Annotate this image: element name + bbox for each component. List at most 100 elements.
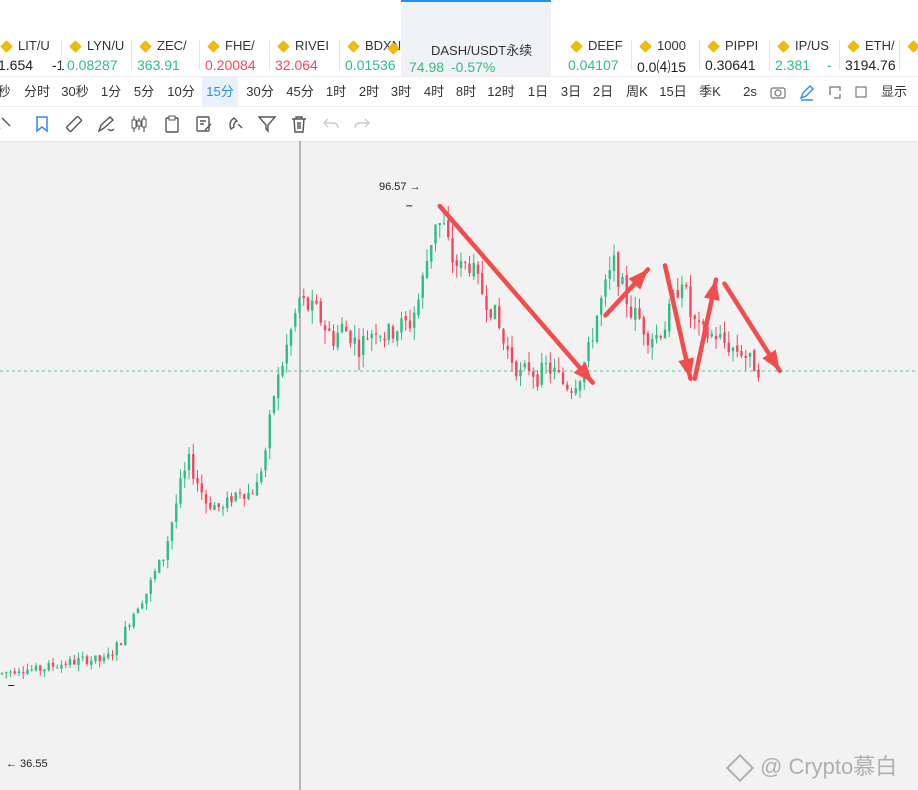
candle-body (0, 672, 4, 674)
candle-body (39, 665, 42, 671)
redo-icon[interactable] (352, 114, 372, 134)
candle-body (702, 321, 705, 325)
ruler-icon[interactable] (64, 114, 84, 134)
candle-body (544, 362, 548, 364)
interval-tab[interactable]: 1分 (100, 84, 122, 99)
ticker-item[interactable]: BDXN 0.01536 (345, 0, 403, 76)
coin-icon (777, 40, 790, 53)
edit-note-icon[interactable] (194, 114, 214, 134)
candle-body (753, 350, 756, 372)
candle-body (200, 483, 203, 493)
ticker-item[interactable]: LYN/U 0.08287 (67, 0, 131, 76)
ticker-item[interactable]: LIT/U 1.654 -1 (0, 0, 64, 76)
window-icon[interactable] (826, 83, 844, 101)
candle-body (60, 664, 63, 669)
interval-tab[interactable]: 周K (626, 84, 648, 99)
interval-tab[interactable]: 10分 (167, 84, 195, 99)
annotation-arrowhead (573, 362, 593, 383)
candle-body (90, 660, 93, 665)
fullscreen-icon[interactable] (852, 83, 870, 101)
interval-tab[interactable]: 12时 (487, 84, 515, 99)
candlestick-icon[interactable] (129, 114, 149, 134)
coin-icon (69, 40, 82, 53)
interval-tab[interactable]: 2日 (592, 84, 614, 99)
magnet-icon[interactable] (226, 114, 246, 134)
candle-body (311, 300, 314, 311)
ticker-item[interactable]: PIPPI 0.30641 (705, 0, 767, 76)
candle-body (744, 355, 747, 358)
interval-tab[interactable]: 15分 (202, 77, 238, 107)
candle-body (230, 496, 233, 503)
interval-tab[interactable]: 15日 (659, 84, 687, 99)
ticker-item[interactable]: DEEF 0.04107 (568, 0, 630, 76)
clipboard-icon[interactable] (162, 114, 182, 134)
interval-tab[interactable]: 4时 (423, 84, 445, 99)
ticker-name: RIVEI (295, 38, 329, 53)
display-button[interactable]: 显示 (880, 84, 907, 99)
ticker-item[interactable]: 1000 0.0⑷15 (637, 0, 699, 76)
candle-body (153, 571, 157, 580)
candle-body (349, 330, 352, 344)
candle-body (94, 655, 97, 662)
refresh-rate[interactable]: 2s (743, 84, 757, 99)
ticker-separator (839, 40, 840, 70)
interval-tab[interactable]: 30分 (246, 84, 274, 99)
interval-tab[interactable]: 秒 (0, 84, 11, 99)
candle-body (617, 252, 620, 287)
candle-body (515, 361, 518, 377)
bookmark-icon[interactable] (33, 114, 53, 134)
ticker-item[interactable]: ETH/3194.76 (845, 0, 903, 76)
candle-body (434, 224, 437, 244)
pin-icon[interactable] (0, 114, 14, 134)
interval-tab[interactable]: 5分 (133, 84, 155, 99)
drawing-toolbar (0, 106, 918, 142)
pencil-icon[interactable] (96, 114, 116, 134)
coin-icon (0, 40, 13, 53)
interval-tab[interactable]: 2时 (358, 84, 380, 99)
candle-body (608, 270, 611, 279)
interval-tab[interactable]: 1日 (527, 84, 549, 99)
interval-tab[interactable]: 分时 (23, 84, 50, 99)
interval-tab[interactable]: 季K (699, 84, 721, 99)
candle-body (183, 470, 186, 479)
camera-icon[interactable] (769, 83, 787, 101)
candle-body (646, 333, 650, 346)
candle-body (438, 223, 441, 225)
candle-body (124, 626, 127, 645)
candlestick-chart[interactable] (0, 141, 918, 790)
coin-icon (907, 40, 918, 53)
ticker-item[interactable]: IP/US 2.381- (775, 0, 837, 76)
ticker-separator (199, 40, 200, 70)
candle-body (731, 347, 735, 352)
ticker-item[interactable]: DASH/USDT永续 74.98 -0.57% (387, 0, 551, 76)
interval-tab[interactable]: 1时 (325, 84, 347, 99)
filter-icon[interactable] (257, 114, 277, 134)
candle-body (413, 312, 416, 328)
ticker-separator (899, 40, 900, 70)
candle-body (5, 672, 8, 674)
ticker-item[interactable]: ZEC/363.91 (137, 0, 199, 76)
interval-tab[interactable]: 3时 (390, 84, 412, 99)
ticker-item[interactable] (905, 0, 918, 76)
interval-tab[interactable]: 8时 (455, 84, 477, 99)
draw-icon[interactable] (798, 83, 816, 101)
trash-icon[interactable] (289, 114, 309, 134)
interval-tab[interactable]: 30秒 (61, 84, 89, 99)
candle-body (451, 238, 454, 263)
candle-body (281, 365, 284, 376)
interval-tab[interactable]: 45分 (286, 84, 314, 99)
ticker-item[interactable]: FHE/0.20084 (205, 0, 269, 76)
ticker-price: 0.04107 (568, 57, 619, 73)
candle-body (748, 352, 752, 357)
candle-body (294, 313, 297, 327)
candle-body (447, 220, 450, 238)
candle-body (430, 245, 433, 262)
ticker-item[interactable]: RIVEI 32.064 (275, 0, 337, 76)
candle-body (706, 327, 709, 339)
candle-body (740, 351, 743, 356)
ticker-price: 0.0⑷15 (637, 59, 687, 75)
undo-icon[interactable] (321, 114, 341, 134)
chart-area[interactable]: 96.57 → ← 36.55 (0, 141, 918, 790)
annotation-arrowhead (628, 269, 648, 290)
interval-tab[interactable]: 3日 (560, 84, 582, 99)
